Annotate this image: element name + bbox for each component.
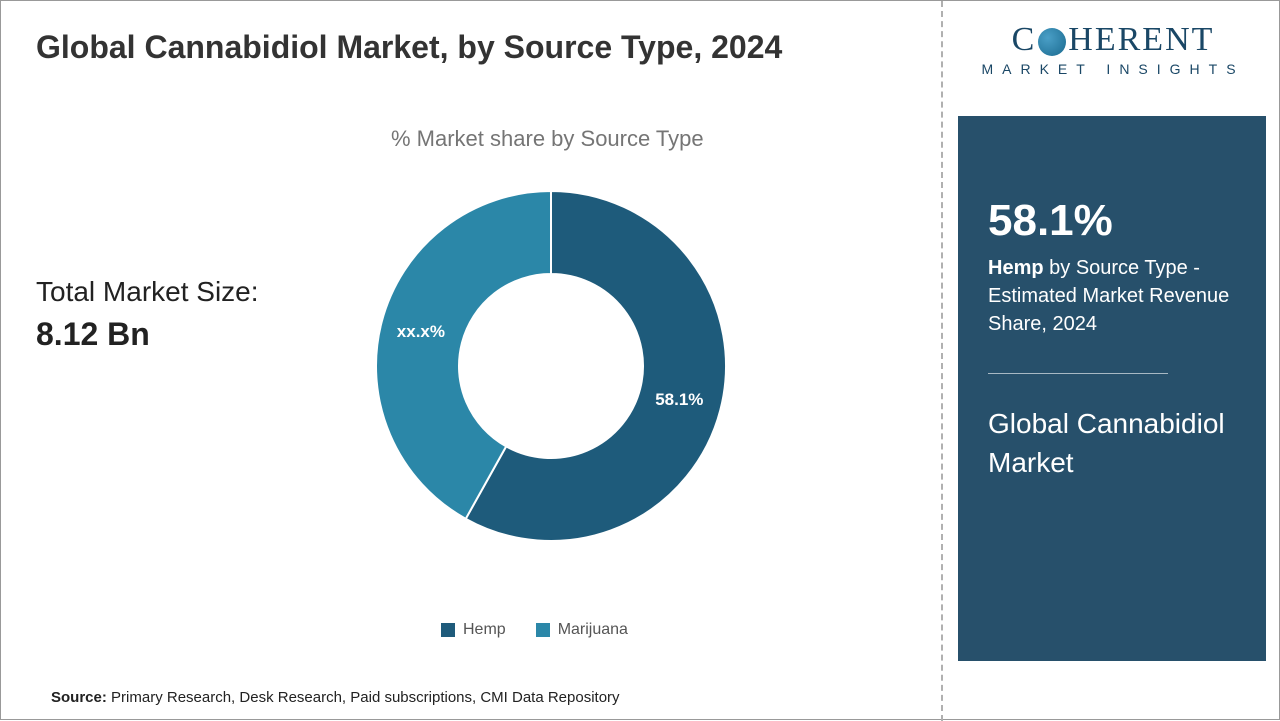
slice-label-marijuana: xx.x% [397, 322, 445, 342]
chart-legend: Hemp Marijuana [441, 621, 628, 639]
legend-swatch-hemp [441, 623, 455, 637]
slice-label-hemp: 58.1% [655, 390, 703, 410]
legend-label: Marijuana [558, 621, 628, 639]
chart-subtitle: % Market share by Source Type [391, 126, 704, 152]
legend-item-hemp: Hemp [441, 621, 506, 639]
donut-chart: 58.1% xx.x% [361, 176, 741, 556]
company-logo: C HERENT MARKET INSIGHTS [963, 21, 1263, 77]
legend-label: Hemp [463, 621, 506, 639]
logo-subtitle: MARKET INSIGHTS [963, 61, 1263, 77]
main-chart-area: Global Cannabidiol Market, by Source Typ… [1, 1, 941, 721]
source-text: Primary Research, Desk Research, Paid su… [111, 689, 620, 706]
sidebar-title: Global Cannabidiol Market [988, 404, 1236, 482]
legend-item-marijuana: Marijuana [536, 621, 628, 639]
source-citation: Source: Primary Research, Desk Research,… [51, 689, 620, 706]
globe-icon [1038, 28, 1066, 56]
page-title: Global Cannabidiol Market, by Source Typ… [36, 29, 782, 66]
market-size-value: 8.12 Bn [36, 316, 150, 353]
stat-sidebar-box: 58.1% Hemp by Source Type - Estimated Ma… [958, 116, 1266, 661]
market-size-label: Total Market Size: [36, 276, 259, 308]
stat-description: Hemp by Source Type - Estimated Market R… [988, 254, 1236, 338]
stat-percentage: 58.1% [988, 196, 1236, 246]
sidebar-divider [988, 373, 1168, 374]
legend-swatch-marijuana [536, 623, 550, 637]
source-prefix: Source: [51, 689, 107, 706]
logo-main-text: C HERENT [963, 21, 1263, 59]
right-panel: C HERENT MARKET INSIGHTS 58.1% Hemp by S… [943, 1, 1280, 721]
